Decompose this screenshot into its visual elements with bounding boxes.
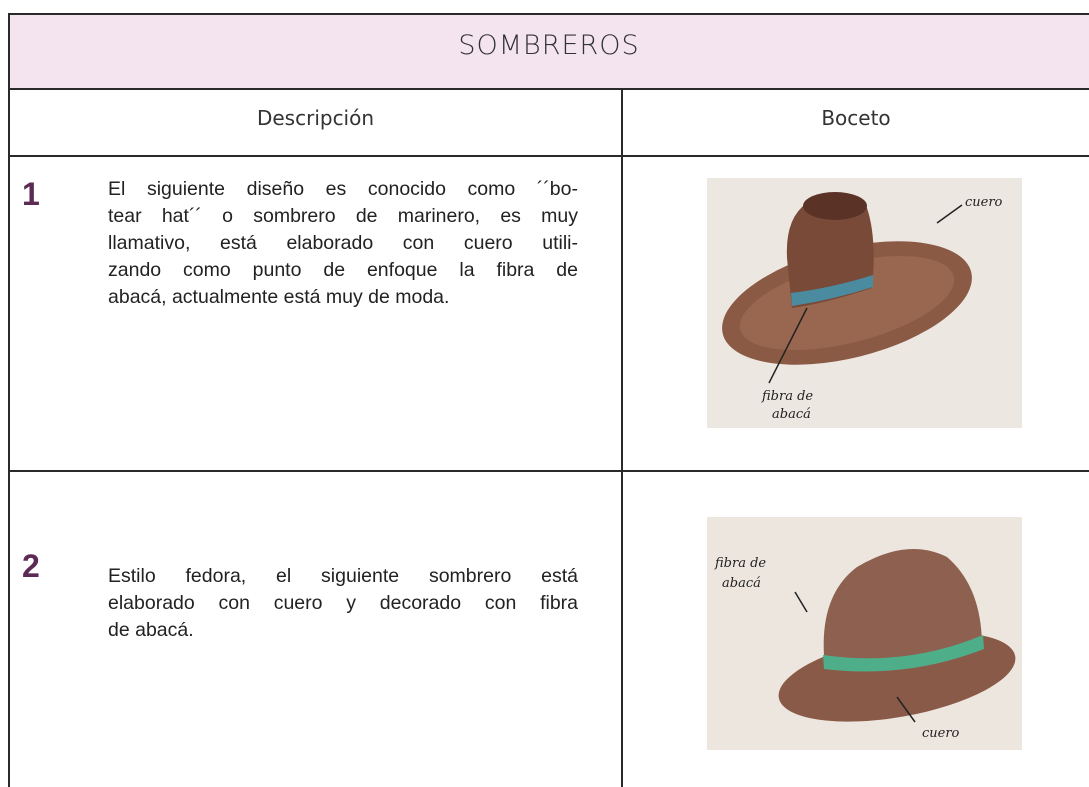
band: [791, 275, 873, 306]
border: [8, 88, 1089, 90]
text-line: El siguiente diseño es conocido como ´´b…: [108, 178, 578, 200]
arrow: [794, 591, 808, 613]
text-line: Estilo fedora, el siguiente sombrero est…: [108, 565, 578, 587]
crown: [786, 196, 874, 308]
crown-top: [803, 192, 867, 220]
description: El siguiente diseño es conocido como ´´b…: [108, 176, 578, 311]
border: [621, 88, 623, 787]
band: [823, 635, 984, 672]
border: [8, 155, 1089, 157]
row-number: 1: [22, 176, 40, 212]
text-line: llamativo, está elaborado con cuero util…: [108, 232, 578, 254]
header-band: [9, 14, 1089, 88]
sketch-label: fibra de: [714, 556, 766, 571]
border: [8, 13, 1089, 15]
row-number: 2: [22, 548, 40, 584]
arrow: [768, 307, 808, 384]
sketch: fibra de abacá cuero: [707, 517, 1022, 750]
sketch: cuero fibra de abacá: [707, 178, 1022, 428]
column-header: Boceto: [821, 106, 891, 130]
sketch-label: fibra de: [761, 389, 813, 404]
text-line: elaborado con cuero y decorado con fibra: [108, 592, 578, 614]
sketch-label: abacá: [722, 576, 761, 591]
border: [8, 13, 10, 787]
description: Estilo fedora, el siguiente sombrero est…: [108, 563, 578, 644]
title: SOMBREROS: [458, 30, 640, 61]
sketch-label: cuero: [922, 726, 960, 741]
arrow: [936, 204, 963, 224]
sketch-label: abacá: [772, 407, 811, 422]
text-line: tear hat´´ o sombrero de marinero, es mu…: [108, 205, 578, 227]
sketch-label: cuero: [965, 195, 1003, 210]
border: [8, 470, 1089, 472]
text-line: abacá, actualmente está muy de moda.: [108, 286, 450, 308]
column-header: Descripción: [256, 106, 375, 130]
text-line: de abacá.: [108, 619, 194, 641]
text-line: zando como punto de enfoque la fibra de: [108, 259, 578, 281]
arrow: [896, 696, 916, 723]
crown: [823, 549, 982, 670]
